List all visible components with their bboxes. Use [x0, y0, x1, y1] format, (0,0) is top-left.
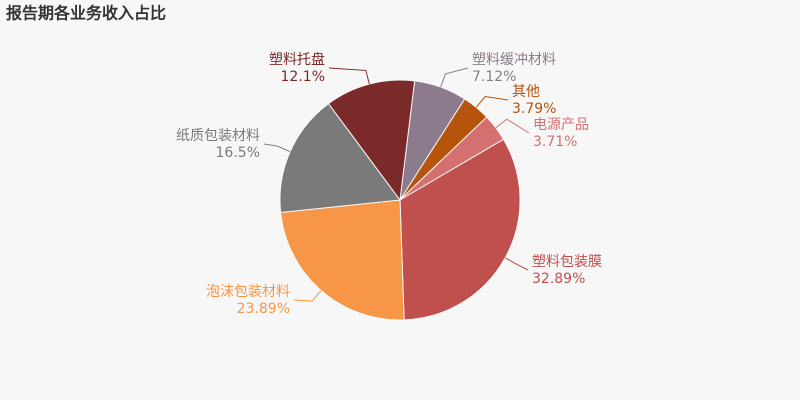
slice-value-label: 3.71%: [533, 134, 577, 150]
leader-line: [293, 290, 322, 302]
leader-line: [263, 143, 291, 153]
slice-value-label: 32.89%: [532, 271, 585, 287]
leader-line: [495, 118, 530, 134]
slice-value-label: 23.89%: [237, 301, 290, 317]
slice-name: 纸质包装材料: [176, 128, 260, 144]
slice-name: 其他: [512, 84, 540, 100]
leader-line: [475, 95, 509, 108]
slice-value-label: 12.1%: [281, 69, 325, 85]
slice-value-label: 3.79%: [512, 101, 556, 117]
leader-line: [328, 67, 370, 85]
slice-name: 塑料缓冲材料: [472, 52, 556, 68]
slice-value-label: 7.12%: [472, 69, 516, 85]
leader-line: [440, 67, 469, 88]
leader-line: [504, 257, 529, 271]
slice-name: 泡沫包装材料: [206, 284, 290, 300]
slice-value-label: 16.5%: [216, 145, 260, 161]
slice-name: 电源产品: [533, 117, 589, 133]
pie-slice: [279, 102, 401, 214]
slice-name: 塑料托盘: [269, 51, 325, 68]
slice-name: 塑料包装膜: [532, 254, 602, 270]
chart-title: 报告期各业务收入占比: [6, 4, 166, 23]
